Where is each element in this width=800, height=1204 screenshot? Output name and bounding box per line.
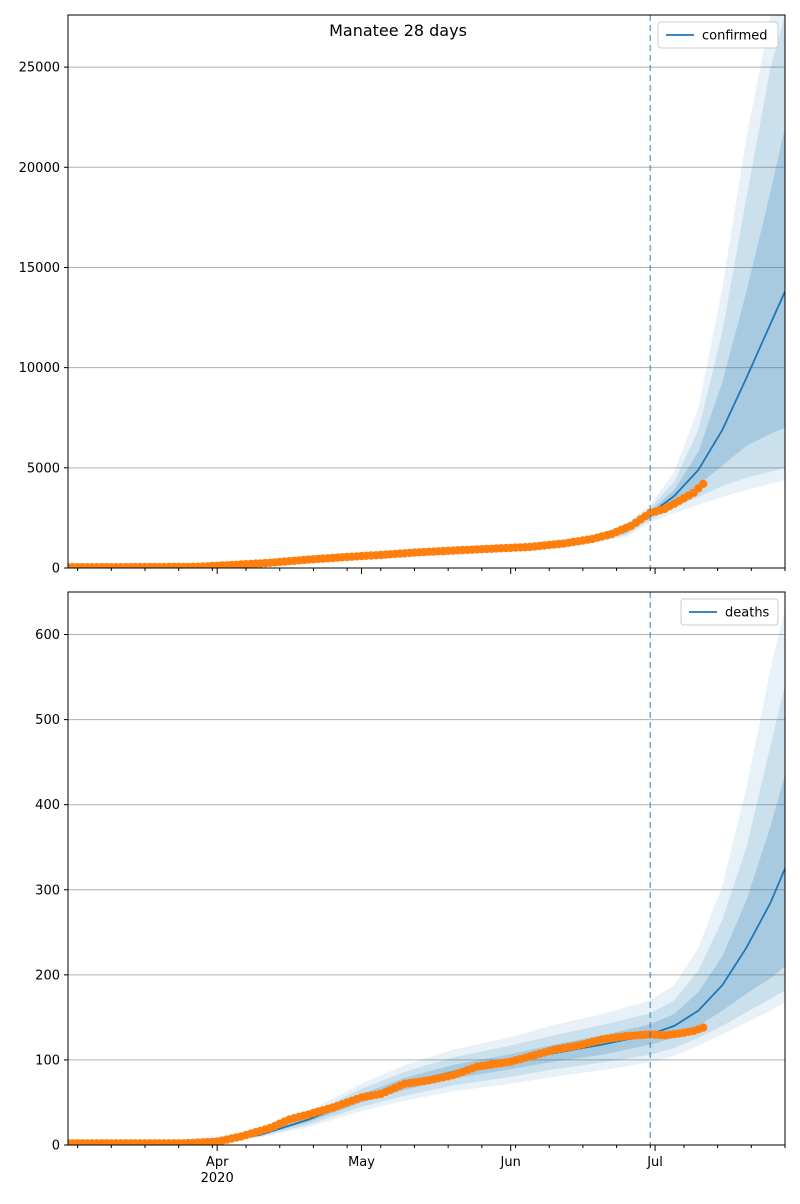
x-tick-label: Jul bbox=[646, 1155, 663, 1170]
confidence-band bbox=[68, 15, 785, 568]
legend-label: deaths bbox=[725, 606, 770, 621]
y-tick-label: 0 bbox=[52, 1139, 60, 1154]
y-tick-label: 15000 bbox=[19, 261, 60, 276]
y-tick-label: 25000 bbox=[19, 61, 60, 76]
chart-title: Manatee 28 days bbox=[329, 21, 467, 40]
x-tick-label: Apr bbox=[206, 1155, 229, 1170]
legend-box bbox=[680, 598, 779, 626]
x-tick-label: May bbox=[348, 1155, 375, 1170]
y-tick-label: 100 bbox=[35, 1053, 60, 1068]
axes-frame bbox=[67, 591, 786, 1146]
legend-box bbox=[657, 21, 779, 49]
confidence-band bbox=[68, 685, 785, 1144]
y-tick-label: 300 bbox=[35, 883, 60, 898]
panel-confirmed: 0 5000 10000 15000 20000 25000 confirmed bbox=[19, 14, 786, 577]
y-tick-label: 20000 bbox=[19, 161, 60, 176]
confidence-band bbox=[68, 609, 785, 1144]
plot-area bbox=[68, 609, 785, 1145]
y-tick-label: 500 bbox=[35, 713, 60, 728]
legend: deaths bbox=[680, 598, 779, 626]
observed-point bbox=[699, 479, 708, 488]
observed-point bbox=[699, 1023, 708, 1032]
y-tick-label: 0 bbox=[52, 562, 60, 577]
y-tick-label: 10000 bbox=[19, 361, 60, 376]
x-tick-sublabel: 2020 bbox=[201, 1171, 234, 1186]
legend-label: confirmed bbox=[702, 29, 768, 44]
y-tick-label: 5000 bbox=[27, 461, 60, 476]
series-line-confirmed bbox=[68, 291, 785, 568]
y-tick-label: 400 bbox=[35, 798, 60, 813]
x-tick-label: Jun bbox=[500, 1155, 521, 1170]
confidence-band bbox=[68, 774, 785, 1144]
legend: confirmed bbox=[657, 21, 779, 49]
y-tick-label: 600 bbox=[35, 628, 60, 643]
y-tick-label: 200 bbox=[35, 968, 60, 983]
plot-area bbox=[68, 15, 785, 568]
axes-frame bbox=[67, 14, 786, 569]
